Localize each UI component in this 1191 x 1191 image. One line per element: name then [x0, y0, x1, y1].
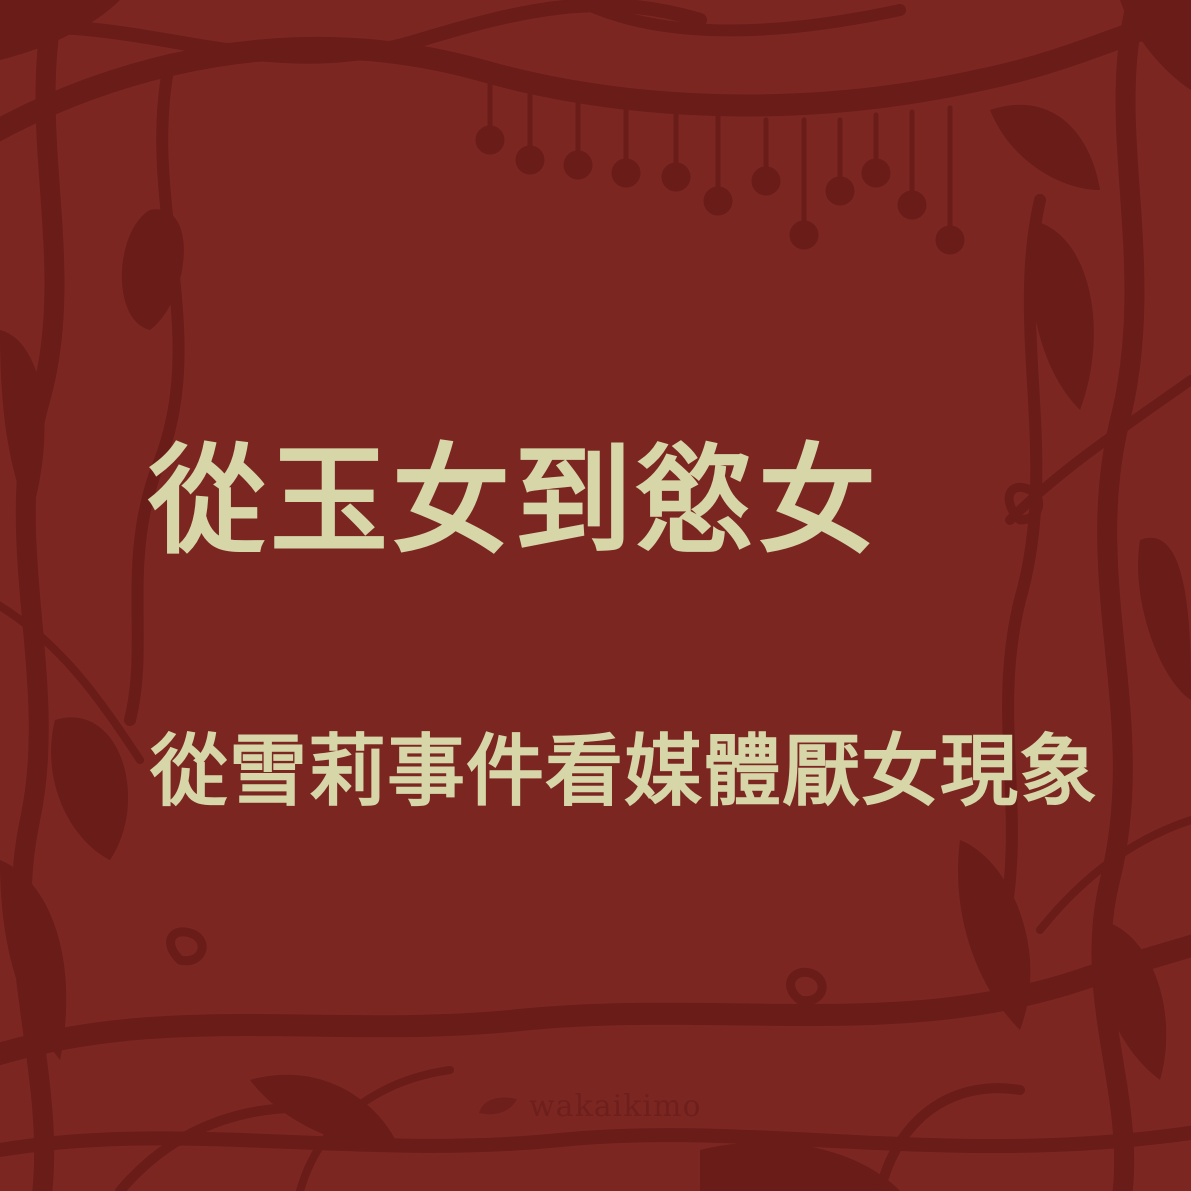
leaf-icon	[479, 1097, 517, 1115]
main-title: 從玉女到慾女	[148, 431, 881, 570]
subtitle: 從雪莉事件看媒體厭女現象	[150, 726, 1099, 817]
brand-name: wakaikimo	[529, 1088, 702, 1124]
brand-logo: wakaikimo	[477, 1086, 702, 1126]
